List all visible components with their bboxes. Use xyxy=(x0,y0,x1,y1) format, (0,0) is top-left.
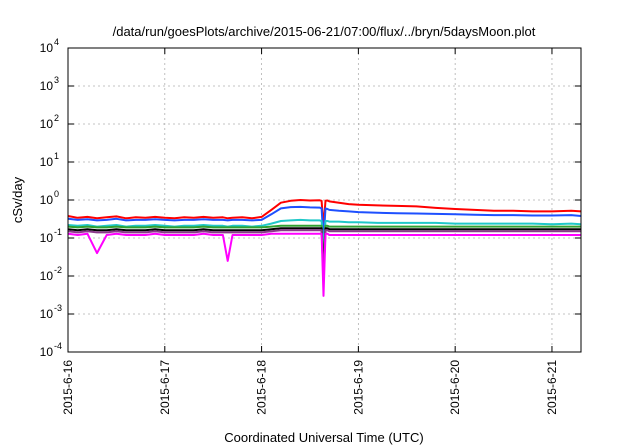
series-line-2 xyxy=(67,205,582,241)
x-tick-label: 2015-6-19 xyxy=(351,360,365,415)
x-tick-label: 2015-6-21 xyxy=(545,360,559,415)
y-tick-label: 10 xyxy=(40,269,54,283)
x-tick-label: 2015-6-20 xyxy=(448,360,462,415)
y-tick-exponent: -3 xyxy=(54,303,62,313)
y-tick-exponent: 0 xyxy=(54,189,59,199)
grid xyxy=(68,48,581,352)
x-tick-label: 2015-6-17 xyxy=(158,360,172,415)
y-tick-label: 10 xyxy=(40,193,54,207)
y-tick-label: 10 xyxy=(40,41,54,55)
y-tick-exponent: -4 xyxy=(54,341,62,351)
series-line-4 xyxy=(67,224,581,266)
y-tick-exponent: 4 xyxy=(54,37,59,47)
x-axis: 2015-6-16 2015-6-17 2015-6-18 2015-6-19 2015… xyxy=(61,48,559,415)
series-line-6 xyxy=(67,229,581,281)
x-tick-label: 2015-6-16 xyxy=(61,360,75,415)
y-tick-label: 10 xyxy=(40,155,54,169)
x-axis-label: Coordinated Universal Time (UTC) xyxy=(224,430,423,445)
y-tick-exponent: 1 xyxy=(54,151,59,161)
series-line-3 xyxy=(67,218,582,251)
series-line-1 xyxy=(67,199,582,228)
y-tick-label: 10 xyxy=(40,231,54,245)
y-tick-exponent: -1 xyxy=(54,227,62,237)
series-line-5 xyxy=(67,227,581,277)
y-tick-label: 10 xyxy=(40,307,54,321)
y-tick-exponent: -2 xyxy=(54,265,62,275)
y-tick-exponent: 2 xyxy=(54,113,59,123)
x-tick-label: 2015-6-18 xyxy=(255,360,269,415)
y-tick-label: 10 xyxy=(40,79,54,93)
y-tick-label: 10 xyxy=(40,345,54,359)
series-line-7 xyxy=(67,232,581,297)
y-tick-label: 10 xyxy=(40,117,54,131)
y-tick-exponent: 3 xyxy=(54,75,59,85)
series-group xyxy=(67,199,582,297)
y-axis-label: cSv/day xyxy=(10,176,25,223)
chart-title: /data/run/goesPlots/archive/2015-06-21/0… xyxy=(113,24,536,39)
